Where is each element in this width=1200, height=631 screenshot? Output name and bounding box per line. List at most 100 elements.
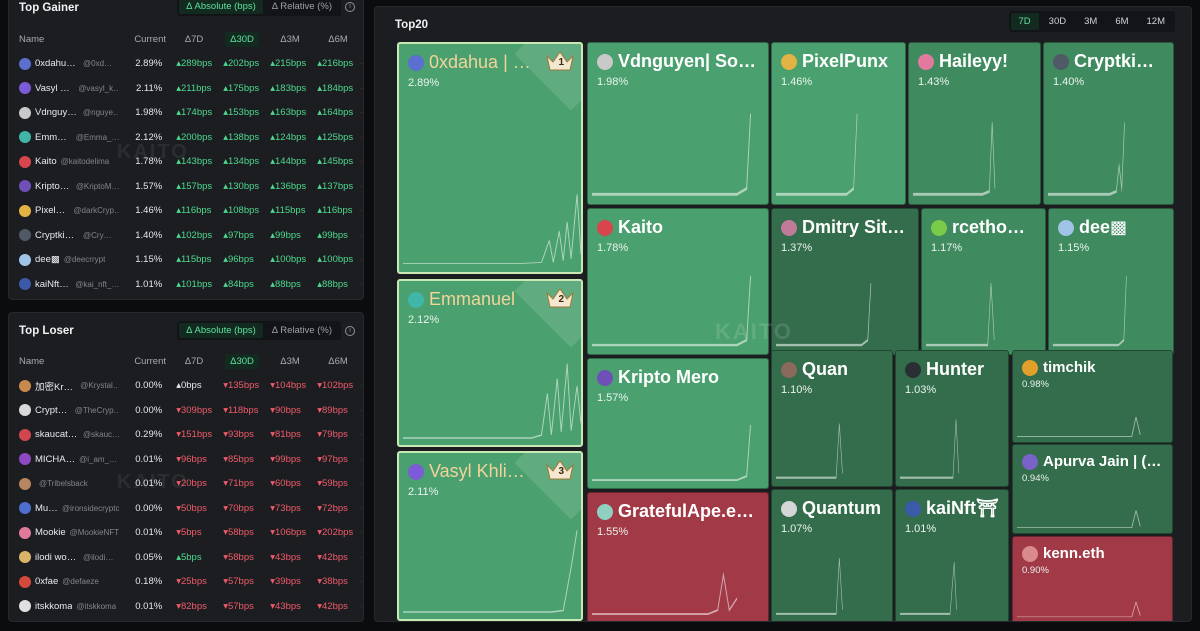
name-cell[interactable]: 0xdahua… @0xd… [19,57,119,70]
treemap-tile[interactable]: Dmitry Sit… 1.37% [771,208,919,355]
period-3m[interactable]: 3M [1084,16,1098,27]
table-row[interactable]: dee▩ @deecrrypt 1.15% ▴115bps ▴96bps ▴100bps ▴… [9,248,363,273]
treemap-tile[interactable]: Apurva Jain | (Ø,… 0.94% [1012,444,1173,534]
col-7d-header[interactable]: Δ7D [170,356,218,367]
delta-d6m: ▾202bps [307,527,354,538]
col-3m-header[interactable]: Δ3M [266,356,314,367]
tile-name: Vasyl Khli… [408,461,537,482]
name-cell[interactable]: Emma… @Emma_… [19,131,119,144]
treemap-tile[interactable]: Cryptki… 1.40% [1043,42,1174,205]
col-6m-header[interactable]: Δ6M [314,34,362,45]
treemap-tile[interactable]: kenn.eth 0.90% [1012,536,1173,621]
down-arrow-icon: ▾ [270,551,275,563]
name-cell[interactable]: dee▩ @deecrrypt [19,253,119,266]
gainer-absolute-toggle[interactable]: Δ Absolute (bps) [179,0,263,14]
current-value: 1.40% [135,229,163,241]
name-cell[interactable]: Vdnguye… @nguye… [19,106,119,119]
col-6m-header[interactable]: Δ6M [314,356,362,367]
col-name-header[interactable]: Name [19,355,45,367]
name-cell[interactable]: skaucat … @skauc… [19,428,120,441]
table-row[interactable]: Kripto … @KriptoM… 1.57% ▴157bps ▴130bps ▴136… [9,174,363,199]
name-cell[interactable]: PixelP… @darkCryp… [19,204,119,217]
delta-value: 134bps [227,156,260,168]
col-7d-header[interactable]: Δ7D [170,34,218,45]
name-cell[interactable]: Kripto … @KriptoM… [19,180,119,193]
delta-value: 144bps [275,156,307,168]
up-arrow-icon: ▴ [270,229,275,241]
treemap-tile[interactable]: GratefulApe.e… 1.55% [587,492,769,621]
table-row[interactable]: itskkoma @itskkoma 0.01% ▾82bps ▾57bps ▾43bps… [9,594,363,619]
up-arrow-icon: ▴ [270,131,275,143]
col-current-header[interactable]: Current [134,33,166,45]
name-cell[interactable]: Crypto… @TheCryp… [19,404,119,417]
name-cell[interactable]: itskkoma @itskkoma [19,600,119,613]
treemap-tile[interactable]: Quantum 1.07% [771,489,893,621]
table-row[interactable]: 0xdahua… @0xd… 2.89% ▴289bps ▴202bps ▴215bps ▴… [9,52,363,77]
table-row[interactable]: 0xfae @defaeze 0.18% ▾25bps ▾57bps ▾39bps ▾38b… [9,570,363,595]
table-row[interactable]: ilodi wow …@ilodi…0.05%▴5bps▾58bps▾43bps… [9,545,363,570]
col-30d-header[interactable]: Δ30D [218,353,266,369]
col-name-header[interactable]: Name [19,33,45,45]
treemap-tile[interactable]: Kaito 1.78% [587,208,769,355]
name-cell[interactable]: kaiNft⛩ @kai_nft_… [19,278,119,291]
col-30d-header[interactable]: Δ30D [218,31,266,47]
table-row[interactable]: Mookie @MookieNFT 0.01% ▾5bps ▾58bps ▾106bps ▾… [9,521,363,546]
table-row[interactable]: Mush @ironsidecrypto 0.00% ▾50bps ▾70bps ▾73b… [9,496,363,521]
treemap-tile[interactable]: Vasyl Khli… 2.11% 3 [397,451,583,621]
col-3m-header[interactable]: Δ3M [266,34,314,45]
table-row[interactable]: @Tribelsback 0.01% ▾20bps ▾71bps ▾60bps ▾59bp… [9,472,363,497]
avatar [19,526,31,539]
table-row[interactable]: kaiNft⛩ @kai_nft_… 1.01% ▴101bps ▴84bps ▴88bp… [9,272,363,297]
table-row[interactable]: Kaito @kaitodelima 1.78% ▴143bps ▴134bps ▴144… [9,150,363,175]
table-row[interactable]: Vasyl K… @vasyl_k… 2.11% ▴211bps ▴175bps ▴183… [9,76,363,101]
table-row[interactable]: Crypto… @TheCryp… 0.00% ▾309bps ▾118bps ▾90bp… [9,398,363,423]
period-12m[interactable]: 12M [1146,16,1165,27]
table-row[interactable]: Cryptking…@Cry…1.40%▴102bps▴97bps▴99bps▴… [9,223,363,248]
col-current-header[interactable]: Current [134,355,166,367]
gainer-relative-toggle[interactable]: Δ Relative (%) [271,1,332,12]
delta-d3m: ▴88bps [260,279,307,290]
name-cell[interactable]: Mush @ironsidecrypto [19,502,119,515]
period-30d[interactable]: 30D [1048,16,1067,27]
name-cell[interactable]: Kaito @kaitodelima [19,155,119,168]
treemap-tile[interactable]: 0xdahua | … 2.89% 1 [397,42,583,274]
current-value: 2.11% [135,82,163,94]
table-row[interactable]: skaucat … @skauc… 0.29% ▾151bps ▾93bps ▾81bps… [9,423,363,448]
down-arrow-icon: ▾ [270,576,275,588]
treemap-tile[interactable]: Haileyy! 1.43% [908,42,1041,205]
table-row[interactable]: MICHA… @i_am_… 0.01% ▾96bps ▾85bps ▾99bps ▾97b… [9,447,363,472]
treemap-tile[interactable]: dee▩ 1.15% [1048,208,1174,355]
col-6m-label: Δ6M [328,33,348,45]
treemap-tile[interactable]: Kripto Mero 1.57% [587,358,769,489]
loser-mode-toggle: Δ Absolute (bps) Δ Relative (%) [177,321,341,340]
loser-absolute-toggle[interactable]: Δ Absolute (bps) [179,323,263,338]
treemap-tile[interactable]: timchik 0.98% [1012,350,1173,443]
tile-name: kenn.eth [1022,545,1164,562]
current-value: 0.01% [135,527,163,539]
name-cell[interactable]: ilodi wow … @ilodi… [19,551,119,564]
table-row[interactable]: 加密Kry… @Krystal… 0.00% ▴0bps ▾135bps ▾104bps ▾… [9,374,363,399]
table-row[interactable]: Emma… @Emma_… 2.12% ▴200bps ▴138bps ▴124bps ▴1… [9,125,363,150]
info-icon[interactable]: i [345,2,355,12]
loser-relative-toggle[interactable]: Δ Relative (%) [271,325,332,336]
user-handle: @skauc… [83,430,120,440]
treemap-tile[interactable]: Hunter 1.03% [895,350,1009,487]
name-cell[interactable]: Cryptking… @Cry… [19,229,119,242]
treemap-tile[interactable]: Quan 1.10% [771,350,893,487]
info-icon[interactable]: i [345,326,355,336]
name-cell[interactable]: Mookie @MookieNFT [19,526,119,539]
treemap-tile[interactable]: kaiNft⛩ 1.01% [895,489,1009,621]
table-row[interactable]: Vdnguye… @nguye… 1.98% ▴174bps ▴153bps ▴163bp… [9,101,363,126]
name-cell[interactable]: MICHA… @i_am_… [19,453,119,466]
treemap-tile[interactable]: Vdnguyen| So… 1.98% [587,42,769,205]
treemap-tile[interactable]: rcetho… 1.17% [921,208,1046,355]
table-row[interactable]: PixelP… @darkCryp… 1.46% ▴116bps ▴108bps ▴115… [9,199,363,224]
name-cell[interactable]: @Tribelsback [19,477,119,490]
period-7d[interactable]: 7D [1010,13,1039,30]
treemap-tile[interactable]: PixelPunx 1.46% [771,42,906,205]
treemap-tile[interactable]: Emmanuel 2.12% 2 [397,279,583,447]
name-cell[interactable]: 0xfae @defaeze [19,575,119,588]
name-cell[interactable]: Vasyl K… @vasyl_k… [19,82,119,95]
period-6m[interactable]: 6M [1115,16,1129,27]
name-cell[interactable]: 加密Kry… @Krystal… [19,379,119,393]
